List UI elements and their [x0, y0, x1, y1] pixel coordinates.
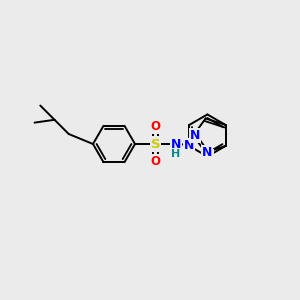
Text: N: N — [202, 146, 212, 159]
Text: S: S — [151, 137, 160, 151]
Text: N: N — [202, 150, 213, 163]
Text: N: N — [184, 140, 194, 152]
Text: O: O — [151, 155, 160, 168]
Text: O: O — [151, 120, 160, 133]
Text: N: N — [190, 129, 200, 142]
Text: H: H — [171, 148, 181, 159]
Text: N: N — [171, 137, 181, 151]
